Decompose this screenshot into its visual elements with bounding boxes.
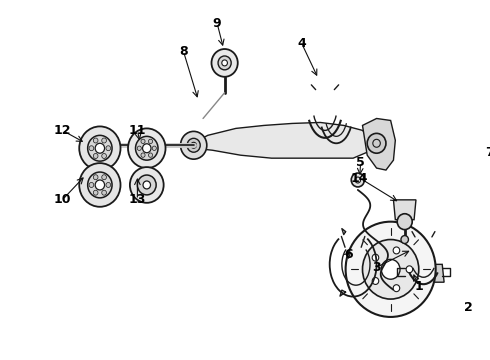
Circle shape	[152, 146, 156, 150]
Circle shape	[93, 175, 98, 180]
Circle shape	[397, 214, 412, 230]
Circle shape	[93, 190, 98, 195]
Circle shape	[89, 183, 94, 188]
Text: 1: 1	[415, 280, 423, 293]
Text: 3: 3	[372, 261, 381, 274]
Circle shape	[401, 235, 409, 243]
Polygon shape	[189, 122, 372, 158]
Text: 9: 9	[213, 17, 221, 30]
Circle shape	[88, 172, 112, 198]
Circle shape	[106, 183, 111, 188]
Circle shape	[95, 180, 104, 190]
Circle shape	[137, 175, 156, 195]
Text: 5: 5	[356, 156, 365, 168]
Text: 4: 4	[297, 37, 306, 50]
Polygon shape	[393, 200, 416, 220]
Circle shape	[367, 133, 386, 153]
Circle shape	[381, 260, 400, 279]
Circle shape	[79, 126, 121, 170]
Circle shape	[141, 153, 145, 157]
Circle shape	[351, 173, 365, 187]
Circle shape	[180, 131, 207, 159]
Polygon shape	[403, 264, 444, 282]
Circle shape	[93, 153, 98, 158]
Circle shape	[222, 60, 227, 66]
Text: 7: 7	[485, 146, 490, 159]
Circle shape	[363, 239, 419, 299]
Circle shape	[345, 222, 436, 317]
Circle shape	[136, 136, 158, 160]
Polygon shape	[363, 118, 395, 170]
Circle shape	[212, 49, 238, 77]
Text: 2: 2	[464, 301, 473, 314]
Circle shape	[148, 153, 152, 157]
Polygon shape	[489, 264, 490, 282]
Circle shape	[102, 175, 106, 180]
Circle shape	[141, 139, 145, 144]
Circle shape	[137, 146, 141, 150]
Circle shape	[372, 254, 379, 261]
Text: 12: 12	[53, 124, 71, 137]
Circle shape	[148, 139, 152, 144]
Circle shape	[106, 146, 111, 151]
Circle shape	[102, 190, 106, 195]
Circle shape	[143, 181, 150, 189]
Text: 11: 11	[129, 124, 146, 137]
Circle shape	[393, 285, 400, 292]
Circle shape	[95, 143, 104, 153]
Circle shape	[143, 144, 151, 153]
Circle shape	[102, 153, 106, 158]
Circle shape	[187, 138, 200, 152]
Circle shape	[79, 163, 121, 207]
Text: 13: 13	[129, 193, 146, 206]
Circle shape	[372, 278, 379, 284]
Text: 6: 6	[344, 248, 353, 261]
Text: 10: 10	[53, 193, 71, 206]
Circle shape	[128, 129, 166, 168]
Circle shape	[89, 146, 94, 151]
Circle shape	[130, 167, 164, 203]
Circle shape	[88, 135, 112, 161]
Text: 8: 8	[179, 45, 188, 58]
Circle shape	[102, 138, 106, 143]
Text: 14: 14	[351, 171, 368, 185]
Circle shape	[406, 266, 413, 273]
Circle shape	[393, 247, 400, 254]
Circle shape	[93, 138, 98, 143]
Circle shape	[218, 56, 231, 70]
